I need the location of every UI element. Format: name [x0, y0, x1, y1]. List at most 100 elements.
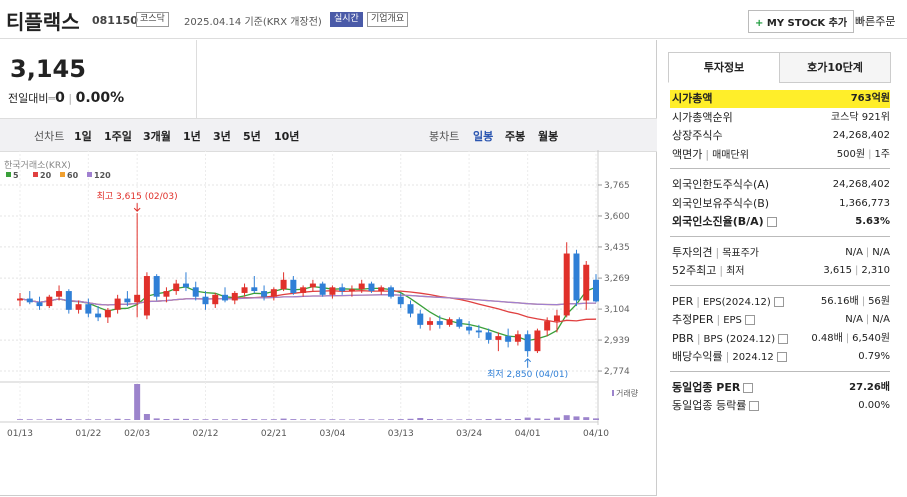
my-stock-button[interactable]: + MY STOCK 추가 — [748, 10, 855, 33]
period-button[interactable]: 1주일 — [104, 130, 132, 143]
overview-button[interactable]: 기업개요 — [367, 12, 409, 27]
date-text: 2025.04.14 — [184, 17, 242, 28]
candle-body — [202, 296, 209, 305]
volume-bar — [339, 419, 346, 420]
line-chart-label: 선차트 — [34, 130, 65, 143]
candle-period-button[interactable]: 월봉 — [538, 130, 559, 143]
change: 전일대비═0 | 0.00% — [8, 90, 125, 106]
divider: | — [696, 331, 701, 345]
volume-bar — [46, 419, 53, 420]
candle-body — [192, 287, 199, 297]
volume-bar — [231, 419, 238, 420]
volume-bar — [124, 419, 131, 420]
row-label: EPS — [723, 315, 742, 326]
volume-bar — [163, 419, 170, 420]
row-values: 24,268,402 — [833, 176, 890, 194]
help-icon[interactable] — [743, 382, 754, 393]
candle-chart-label: 봉차트 — [429, 130, 460, 143]
volume-bar — [436, 419, 443, 420]
date: 2025.04.14 기준(KRX 개장전) — [184, 13, 322, 28]
help-icon[interactable] — [776, 352, 787, 362]
volume-bar — [456, 419, 463, 420]
help-icon[interactable] — [744, 315, 755, 325]
row-labels: 액면가 | 매매단위 — [672, 146, 749, 165]
row-label: EPS(2024.12) — [702, 296, 771, 308]
header: 티플랙스 081150 코스닥 2025.04.14 기준(KRX 개장전) 실… — [0, 0, 907, 39]
volume-bar — [348, 419, 355, 420]
row-value: N/A — [872, 246, 890, 258]
divider: | — [865, 246, 870, 258]
chart: 3,765 3,600 3,435 3,269 3,104 2,939 2,774 01/13… — [0, 150, 639, 439]
x-tick-label: 04/10 — [583, 429, 609, 439]
period-button[interactable]: 3년 — [213, 130, 231, 143]
help-icon[interactable] — [749, 401, 760, 411]
period-button[interactable]: 5년 — [243, 130, 261, 143]
info-row: 외국인보유주식수(B) 1,366,773 — [670, 195, 890, 213]
help-icon[interactable] — [766, 217, 777, 227]
tab[interactable]: 투자정보 — [668, 52, 780, 83]
candle-body — [524, 334, 531, 352]
row-labels: 외국인한도주식수(A) — [672, 176, 769, 194]
flat-icon: ═ — [48, 92, 56, 105]
tab[interactable]: 호가10단계 — [779, 52, 891, 83]
x-tick-label: 03/13 — [388, 429, 414, 439]
row-values: N/A | N/A — [845, 311, 890, 329]
candle-body — [319, 283, 326, 295]
separator — [670, 168, 890, 169]
period-button[interactable]: 1년 — [183, 130, 201, 143]
volume-bar — [75, 419, 82, 420]
legend-swatch — [6, 172, 11, 177]
candle-body — [348, 289, 355, 292]
x-tick-label: 01/22 — [75, 429, 101, 439]
candle-body — [65, 291, 72, 310]
volume-bar — [143, 414, 150, 420]
row-labels: 외국인소진율(B/A) — [672, 213, 777, 231]
candle-body — [446, 319, 453, 325]
x-tick-label: 01/13 — [7, 429, 33, 439]
candle-body — [56, 291, 63, 297]
row-labels: 추정PER | EPS — [672, 311, 755, 330]
help-icon[interactable] — [773, 296, 784, 307]
row-label: 외국인보유주식수(B) — [672, 196, 770, 210]
change-label: 전일대비 — [8, 92, 49, 105]
info-row: 동일업종 PER 27.26배 — [670, 379, 890, 397]
candle-body — [397, 296, 404, 305]
info-row: PER | EPS(2024.12) 56.16배 | 56원 — [670, 293, 890, 311]
candle-period-button[interactable]: 일봉 — [473, 130, 494, 143]
volume-bar — [290, 419, 297, 420]
row-label: 투자의견 — [672, 245, 713, 259]
row-labels: PER | EPS(2024.12) — [672, 293, 784, 312]
period-button[interactable]: 1일 — [74, 130, 92, 143]
row-value: 56.16배 — [820, 295, 859, 307]
row-labels: 동일업종 등락률 — [672, 397, 760, 415]
volume-bar — [270, 419, 277, 420]
quick-order[interactable]: 빠른주문 — [855, 15, 896, 28]
volume-bar — [583, 417, 590, 420]
info-row: 52주최고 | 최저 3,615 | 2,310 — [670, 262, 890, 280]
candle-body — [387, 287, 394, 297]
row-label: 2024.12 — [732, 352, 774, 363]
my-stock-text: MY STOCK 추가 — [766, 18, 848, 29]
period-button[interactable]: 10년 — [274, 130, 300, 143]
row-label: 시가총액순위 — [672, 110, 733, 124]
row-label: 외국인한도주식수(A) — [672, 178, 770, 191]
volume-bar — [475, 419, 482, 420]
volume-bar — [95, 419, 102, 420]
help-icon[interactable] — [778, 333, 789, 344]
row-label: PER — [672, 294, 694, 308]
row-value: 코스닥 921위 — [830, 111, 890, 123]
info-row: 동일업종 등락률 0.00% — [670, 397, 890, 415]
row-label: 배당수익률 — [672, 350, 723, 363]
row-values: 0.79% — [858, 348, 890, 366]
period-button[interactable]: 3개월 — [143, 130, 171, 143]
volume-bar — [36, 419, 43, 420]
moving-average — [19, 294, 596, 306]
volume-bar — [446, 419, 453, 420]
candle-period-button[interactable]: 주봉 — [505, 130, 526, 143]
volume-bar — [466, 419, 473, 420]
realtime-button[interactable]: 실시간 — [330, 12, 363, 27]
candle-body — [309, 283, 316, 288]
row-value: 56원 — [868, 295, 890, 307]
volume-bar — [26, 419, 33, 420]
